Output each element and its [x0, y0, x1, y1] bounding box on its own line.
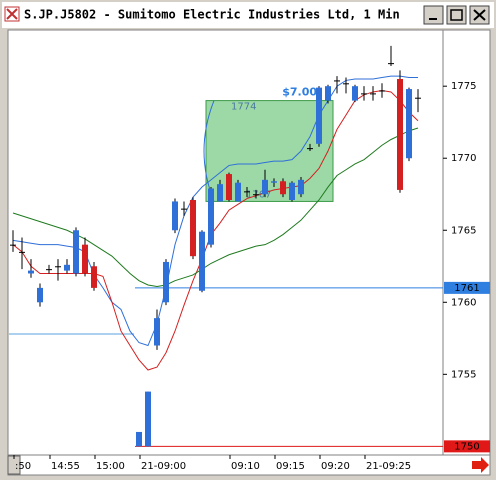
candle-body	[172, 201, 178, 231]
candle-body	[163, 261, 169, 303]
candle-body	[208, 188, 214, 245]
candle-body	[64, 264, 70, 271]
y-tick-label: 1765	[451, 225, 476, 236]
app-icon-glyph	[6, 8, 18, 20]
indicator-line	[12, 75, 418, 347]
price-marker-label: 1750	[454, 441, 479, 452]
candle-body	[280, 181, 286, 195]
price-marker	[444, 440, 490, 453]
indicator-line	[12, 90, 419, 371]
x-tick-label: 09:10	[231, 461, 260, 472]
candle-body	[298, 179, 304, 195]
candle-body	[316, 87, 322, 144]
candle-body	[361, 93, 367, 95]
change-label: $7.00	[282, 86, 317, 99]
candle-body	[190, 200, 196, 257]
candle-body	[235, 182, 241, 202]
y-tick-label: 1760	[451, 297, 476, 308]
scroll-right-arrow[interactable]	[472, 457, 489, 473]
candle-body	[19, 251, 25, 253]
price-marker-label: 1761	[454, 283, 479, 294]
candle-body	[307, 148, 313, 150]
candle-body	[28, 270, 34, 274]
candle-body	[406, 89, 412, 159]
maximize-button[interactable]	[446, 5, 467, 25]
range-box	[205, 100, 334, 202]
x-tick-label: 14:55	[51, 461, 80, 472]
x-tick-label: 09:15	[276, 461, 305, 472]
x-tick-label: 21-09:25	[366, 461, 411, 472]
maximize-glyph	[450, 9, 463, 21]
y-tick-label: 1775	[451, 81, 476, 92]
candle-body	[226, 174, 232, 200]
candle-body	[217, 184, 223, 202]
candle-body	[244, 191, 250, 193]
candle-body	[10, 244, 16, 246]
candle-body	[388, 63, 394, 65]
x-tick-label: :50	[15, 461, 31, 472]
candle-body	[55, 266, 61, 268]
candle-body	[325, 86, 331, 101]
candle-body	[154, 318, 160, 346]
candle-body	[262, 179, 268, 195]
candle-body	[415, 97, 421, 99]
candle-body	[370, 93, 376, 95]
candle-body	[91, 266, 97, 288]
candle-body	[334, 80, 340, 82]
candle-body	[145, 391, 151, 447]
candle-body	[199, 231, 205, 291]
price-marker	[444, 281, 490, 294]
x-tick-label: 21-09:00	[141, 461, 186, 472]
price-axis	[442, 29, 491, 456]
candle-body	[343, 83, 349, 85]
candle-body	[82, 244, 88, 274]
title-bar	[2, 2, 494, 28]
window-buttons[interactable]	[423, 5, 490, 25]
y-tick-label: 1770	[451, 153, 476, 164]
minimize-button[interactable]	[423, 5, 444, 25]
box-top-label: 1774	[231, 102, 256, 113]
candle-body	[181, 208, 187, 210]
candle-body	[46, 269, 52, 271]
candle-body	[271, 181, 277, 183]
candle-body	[397, 78, 403, 190]
close-glyph	[473, 9, 486, 21]
candle-body	[289, 182, 295, 200]
candle-body	[73, 230, 79, 274]
window-title: S.JP.J5802 - Sumitomo Electric Industrie…	[24, 8, 400, 22]
y-tick-label: 1755	[451, 369, 476, 380]
indicator-line	[12, 127, 419, 287]
candle-body	[136, 431, 142, 447]
candle-body	[379, 90, 385, 92]
x-tick-label: 09:20	[321, 461, 350, 472]
minimize-glyph	[429, 18, 437, 20]
x-tick-label: 15:00	[96, 461, 125, 472]
candle-body	[352, 86, 358, 101]
candle-body	[253, 194, 259, 196]
candle-body	[37, 287, 43, 303]
